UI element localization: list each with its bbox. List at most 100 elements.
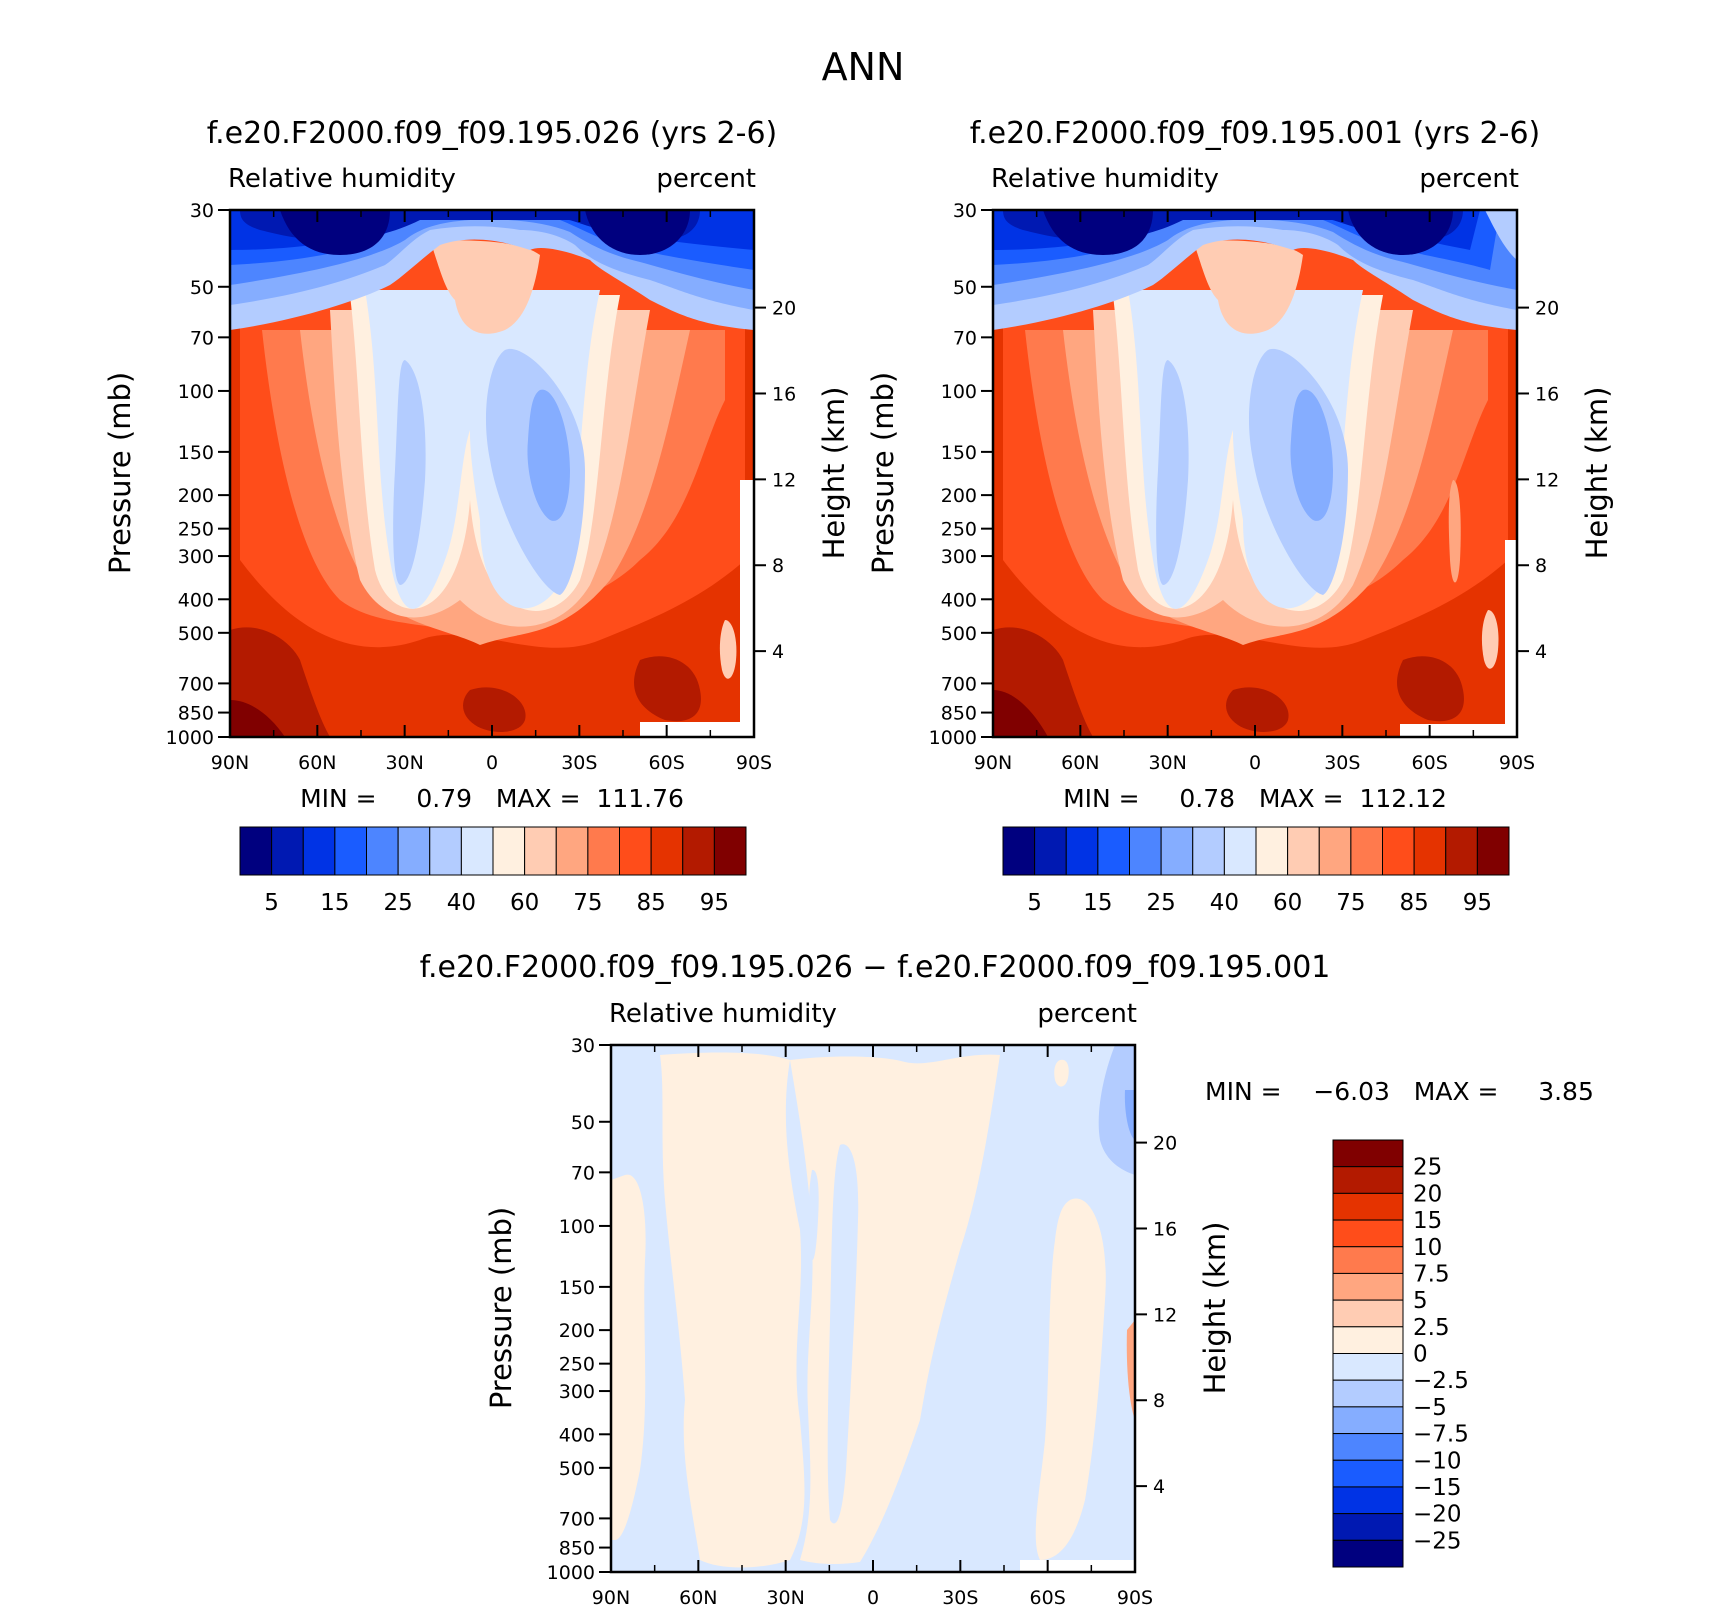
colorbar-label: 5 xyxy=(264,890,279,916)
x-tick-label: 60N xyxy=(679,1587,717,1606)
y-right-tick-label: 12 xyxy=(772,469,796,491)
colorbar-box xyxy=(1002,826,1036,876)
contour-band xyxy=(1156,360,1189,585)
y-tick-label: 700 xyxy=(559,1508,595,1530)
colorbar-label: 85 xyxy=(1399,890,1428,916)
y-right-tick-label: 12 xyxy=(1535,469,1559,491)
y-tick-label: 100 xyxy=(941,381,977,403)
panel-a-ylabel: Pressure (mb) xyxy=(103,372,137,574)
contour-band xyxy=(1054,1059,1069,1087)
panel-b-ylabel-right: Height (km) xyxy=(1580,387,1614,560)
y-tick-label: 30 xyxy=(190,200,214,222)
colorbar-label: 95 xyxy=(700,890,729,916)
colorbar-label: 95 xyxy=(1463,890,1492,916)
colorbar-label: 60 xyxy=(510,890,539,916)
y-tick-label: 850 xyxy=(559,1538,595,1560)
colorbar-box xyxy=(713,826,747,876)
x-tick-label: 60N xyxy=(298,752,336,774)
colorbar-label: 20 xyxy=(1413,1181,1442,1207)
colorbar-box xyxy=(1160,826,1194,876)
colorbar-box xyxy=(682,826,715,876)
contour-band xyxy=(1124,1090,1135,1140)
colorbar-box xyxy=(239,826,273,876)
panel-b: f.e20.F2000.f09_f09.195.001 (yrs 2-6) Re… xyxy=(866,116,1614,916)
contour-band xyxy=(611,1174,646,1540)
colorbar-label: −25 xyxy=(1413,1528,1462,1554)
contour-band xyxy=(660,1052,805,1568)
panel-c-field-label: Relative humidity xyxy=(609,999,837,1029)
panel-a-field-label: Relative humidity xyxy=(228,164,456,194)
colorbar-box xyxy=(1223,826,1257,876)
colorbar-label: 2.5 xyxy=(1413,1315,1450,1341)
panel-b-units-label: percent xyxy=(1419,164,1519,194)
panel-b-ylabel: Pressure (mb) xyxy=(866,372,900,574)
colorbar-box xyxy=(1332,1513,1404,1541)
colorbar-label: 15 xyxy=(320,890,349,916)
colorbar-label: 5 xyxy=(1413,1288,1428,1314)
panel-c-title: f.e20.F2000.f09_f09.195.026 − f.e20.F200… xyxy=(420,950,1331,985)
y-right-tick-label: 16 xyxy=(1535,383,1559,405)
x-tick-label: 90N xyxy=(974,752,1012,774)
contour-band xyxy=(1020,1560,1135,1572)
colorbar-box xyxy=(1332,1459,1404,1488)
colorbar-box xyxy=(1332,1379,1404,1408)
y-tick-label: 500 xyxy=(941,623,977,645)
colorbar-box xyxy=(1332,1326,1404,1354)
contour-band xyxy=(1290,389,1333,521)
y-tick-label: 30 xyxy=(953,200,977,222)
colorbar-label: −15 xyxy=(1413,1475,1462,1501)
x-tick-label: 0 xyxy=(867,1587,879,1606)
contour-band xyxy=(393,360,426,585)
contour-band xyxy=(993,690,1048,737)
y-right-tick-label: 8 xyxy=(772,555,784,577)
y-tick-label: 300 xyxy=(178,546,214,568)
y-tick-label: 30 xyxy=(571,1035,595,1057)
colorbar-label: −2.5 xyxy=(1413,1368,1469,1394)
colorbar-label: 7.5 xyxy=(1413,1261,1450,1287)
contour-band xyxy=(1043,210,1153,255)
panel-b-axes: 90N 60N 30N 0 30S 60S 90S 30 50 70 100 150 200 250 300… xyxy=(929,200,1560,774)
y-right-tick-label: 4 xyxy=(772,641,784,663)
colorbar-box xyxy=(366,826,399,876)
y-tick-label: 300 xyxy=(559,1381,595,1403)
colorbar-label: −10 xyxy=(1413,1448,1462,1474)
colorbar-box xyxy=(1332,1219,1404,1248)
y-tick-label: 700 xyxy=(941,673,977,695)
y-right-tick-label: 20 xyxy=(1153,1133,1177,1155)
contour-band xyxy=(1485,210,1517,260)
y-tick-label: 850 xyxy=(178,703,214,725)
contour-band xyxy=(463,687,526,732)
y-right-tick-label: 8 xyxy=(1535,555,1547,577)
colorbar-label: 15 xyxy=(1413,1208,1442,1234)
y-tick-label: 300 xyxy=(941,546,977,568)
colorbar-box xyxy=(1476,826,1510,876)
colorbar-box xyxy=(1332,1433,1404,1461)
contour-band xyxy=(1397,656,1464,722)
y-right-tick-label: 4 xyxy=(1535,641,1547,663)
panel-b-title: f.e20.F2000.f09_f09.195.001 (yrs 2-6) xyxy=(970,116,1540,151)
colorbar-box xyxy=(587,826,620,876)
x-tick-label: 30N xyxy=(1148,752,1186,774)
x-tick-label: 30N xyxy=(766,1587,804,1606)
colorbar-label: 60 xyxy=(1273,890,1302,916)
y-tick-label: 250 xyxy=(559,1354,595,1376)
panel-c-minmax: MIN = −6.03 MAX = 3.85 xyxy=(1205,1077,1594,1106)
colorbar-box xyxy=(1287,826,1320,876)
contour-band xyxy=(1126,1320,1135,1420)
colorbar-label: 40 xyxy=(1210,890,1239,916)
colorbar-box xyxy=(1065,826,1099,876)
panel-a-ylabel-right: Height (km) xyxy=(817,387,851,560)
x-tick-label: 30S xyxy=(561,752,597,774)
panel-a-colorbar: 5 15 25 40 60 75 85 95 xyxy=(239,826,747,916)
contour-band xyxy=(585,210,690,255)
colorbar-box xyxy=(1332,1299,1404,1328)
figure-title: ANN xyxy=(822,45,905,89)
panel-c-axes: 90N 60N 30N 0 30S 60S 90S 30 50 70 100 150 200 250 300… xyxy=(547,1035,1178,1606)
colorbar-label: 25 xyxy=(1413,1155,1442,1181)
y-tick-label: 150 xyxy=(941,442,977,464)
colorbar-box xyxy=(555,826,589,876)
colorbar-box xyxy=(1097,826,1130,876)
y-tick-label: 70 xyxy=(571,1162,595,1184)
colorbar-label: 25 xyxy=(1146,890,1175,916)
